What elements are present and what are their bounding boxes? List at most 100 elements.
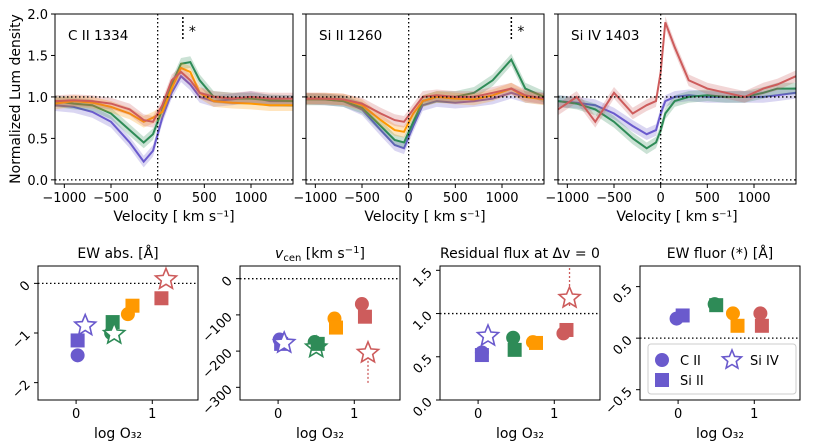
spectrum-band-red — [558, 16, 796, 128]
x-tick-label: 0 — [474, 407, 482, 422]
y-tick-label: 1.0 — [410, 309, 435, 334]
data-point-green-star — [101, 320, 127, 345]
x-axis-label: Velocity [ km s⁻¹] — [113, 209, 234, 225]
legend-box — [647, 343, 797, 395]
y-tick-label: 0.5 — [610, 282, 635, 307]
x-tick-label: 1000 — [737, 191, 770, 206]
x-tick-label: 0 — [274, 407, 282, 422]
x-tick-label: −500 — [93, 191, 129, 206]
data-point-green-square — [709, 298, 724, 313]
y-tick-label: 1.5 — [27, 49, 48, 64]
y-tick-label: 0.5 — [27, 132, 48, 147]
x-axis-label: log O₃₂ — [296, 426, 344, 442]
spectrum-line-green — [306, 57, 544, 144]
x-tick-label: 1000 — [234, 191, 267, 206]
x-tick-label: −500 — [344, 191, 380, 206]
data-point-purple-star — [271, 330, 297, 354]
scatter-plot-area — [38, 266, 198, 363]
y-tick-label: 0.0 — [610, 333, 635, 358]
data-point-purple-circle — [70, 348, 85, 363]
legend-label: Si IV — [750, 354, 779, 369]
x-axis-label: log O₃₂ — [496, 426, 544, 442]
data-point-red-star — [153, 266, 179, 291]
spectrum-line-red — [306, 87, 544, 123]
spectrum-panel-title: Si II 1260 — [319, 28, 382, 44]
x-tick-label: 1 — [550, 407, 558, 422]
legend-label: C II — [680, 354, 701, 369]
legend-marker-star — [720, 347, 744, 370]
x-axis-label: log O₃₂ — [696, 426, 744, 442]
x-tick-label: 0 — [72, 407, 80, 422]
x-tick-label: 1 — [148, 407, 156, 422]
x-tick-label: 1000 — [485, 191, 518, 206]
y-tick-label: 1.0 — [27, 91, 48, 106]
data-point-orange-circle — [725, 306, 740, 321]
scatter-plot-area — [640, 297, 800, 339]
legend-marker-square — [655, 373, 669, 387]
scatter-panel-title: Residual flux at Δv = 0 — [440, 246, 600, 262]
spectrum-line-red — [558, 21, 796, 124]
data-point-red-square — [754, 318, 769, 333]
spectrum-band-purple — [55, 70, 293, 168]
x-tick-label: 0 — [405, 191, 413, 206]
data-point-red-circle — [354, 297, 369, 312]
x-tick-label: 500 — [192, 191, 217, 206]
data-point-red-square — [154, 291, 169, 306]
x-tick-label: −500 — [596, 191, 632, 206]
data-point-red-circle — [753, 306, 768, 321]
spectrum-band-purple — [306, 87, 544, 155]
data-point-purple-star — [72, 312, 98, 337]
spectrum-band-orange — [55, 62, 293, 128]
x-tick-label: 1 — [350, 407, 358, 422]
spectrum-panel-title: Si IV 1403 — [571, 28, 639, 44]
y-tick-label: −0.5 — [603, 385, 636, 418]
fluorescence-marker-label: * — [189, 24, 196, 40]
data-point-orange-square — [125, 298, 140, 313]
x-tick-label: −1000 — [42, 191, 86, 206]
y-tick-label: −1 — [9, 328, 33, 352]
scatter-frame — [239, 265, 401, 401]
spectrum-plot-area — [55, 56, 293, 168]
y-tick-label: 0.0 — [410, 395, 435, 420]
y-tick-label: 0 — [17, 278, 33, 294]
data-point-red-square — [357, 309, 372, 324]
x-tick-label: −1000 — [293, 191, 337, 206]
x-tick-label: 0 — [674, 407, 682, 422]
x-tick-label: 1 — [750, 407, 758, 422]
x-tick-label: 0 — [154, 191, 162, 206]
spectrum-plot-area — [558, 16, 796, 155]
data-point-purple-star — [475, 322, 501, 347]
spectrum-panel-title: C II 1334 — [68, 28, 128, 44]
y-tick-label: 0.5 — [410, 352, 435, 377]
data-point-red-square — [559, 322, 574, 337]
x-axis-label: Velocity [ km s⁻¹] — [616, 209, 737, 225]
data-point-orange-square — [529, 335, 543, 350]
y-tick-label: 0.0 — [27, 174, 48, 189]
spectrum-frame — [557, 13, 797, 185]
spectrum-line-red — [55, 70, 293, 123]
y-axis-label: Normalized Lum density — [8, 14, 24, 184]
spectrum-frame — [54, 13, 294, 185]
y-tick-label: −100 — [200, 310, 236, 346]
x-axis-label: log O₃₂ — [94, 426, 142, 442]
scatter-panel-title: EW fluor (*) [Å] — [667, 245, 773, 262]
scatter-plot-area — [240, 278, 400, 383]
y-tick-label: 1.5 — [410, 265, 435, 290]
data-point-purple-square — [70, 333, 85, 348]
scatter-plot-area — [440, 266, 600, 363]
data-point-green-square — [310, 336, 325, 351]
spectrum-line-green — [558, 87, 796, 150]
x-tick-label: 500 — [695, 191, 720, 206]
data-point-red-star — [557, 284, 583, 309]
data-point-green-square — [507, 342, 522, 357]
x-tick-label: −1000 — [545, 191, 589, 206]
scatter-panel-title: vcen [km s−1] — [275, 245, 365, 264]
spectrum-frame — [305, 13, 545, 185]
spectrum-band-green — [558, 82, 796, 155]
x-tick-label: 0 — [657, 191, 665, 206]
legend-label: Si II — [680, 374, 704, 389]
y-tick-label: −300 — [200, 382, 236, 418]
spectrum-line-orange — [55, 66, 293, 123]
data-point-purple-square — [474, 348, 489, 363]
